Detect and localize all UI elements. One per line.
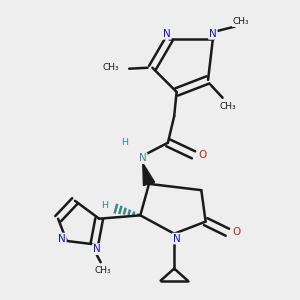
Text: N: N [58, 233, 66, 244]
Text: CH₃: CH₃ [233, 17, 249, 26]
Text: H: H [101, 201, 109, 210]
Text: O: O [198, 150, 206, 160]
Text: CH₃: CH₃ [103, 63, 119, 72]
Text: CH₃: CH₃ [219, 102, 236, 111]
Text: N: N [173, 233, 181, 244]
Text: N: N [93, 244, 100, 254]
Text: CH₃: CH₃ [95, 266, 111, 275]
Polygon shape [143, 163, 154, 186]
Text: N: N [209, 29, 217, 39]
Text: H: H [121, 138, 128, 147]
Text: N: N [139, 153, 147, 163]
Text: O: O [232, 227, 240, 237]
Text: N: N [163, 29, 171, 39]
